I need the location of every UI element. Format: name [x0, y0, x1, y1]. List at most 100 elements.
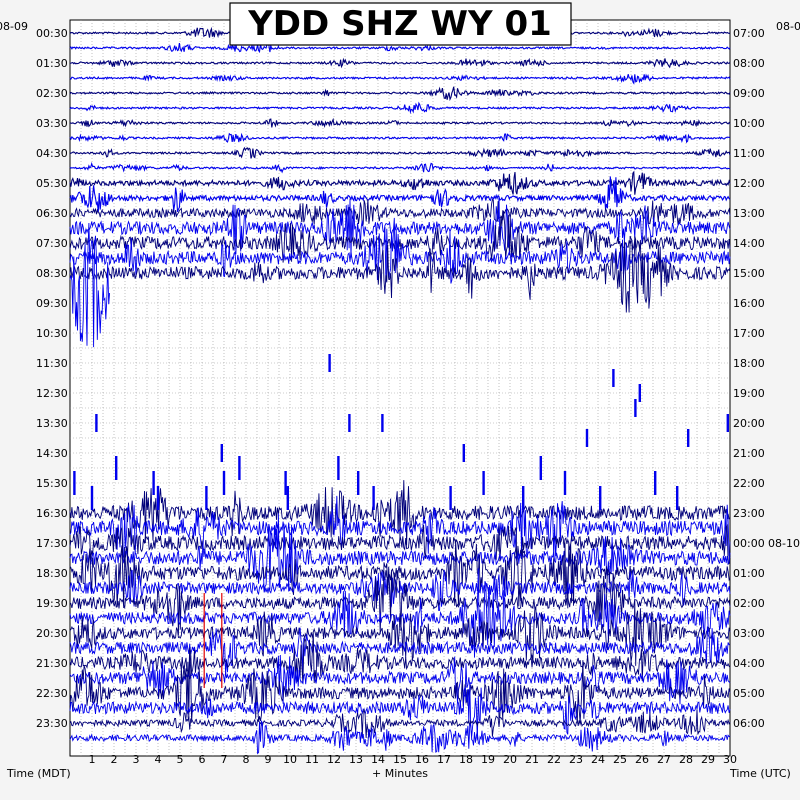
right-date-change-label: 08-10 — [768, 537, 800, 550]
x-tick-label: 12 — [327, 753, 341, 766]
right-axis-label: Time (UTC) — [729, 767, 791, 780]
right-time-label: 13:00 — [733, 207, 765, 220]
left-time-axis: 00:30 01:30 02:30 03:30 04:30 05:30 06:30 07:30… — [36, 27, 68, 730]
seismic-spike — [599, 486, 602, 510]
seismic-spike — [372, 486, 375, 510]
trace-line — [69, 146, 731, 159]
left-time-label: 19:30 — [36, 597, 68, 610]
right-time-label: 03:00 — [733, 627, 765, 640]
seismic-spike — [115, 456, 118, 480]
x-tick-label: 6 — [199, 753, 206, 766]
trace-line — [69, 101, 731, 115]
left-time-label: 23:30 — [36, 717, 68, 730]
left-time-label: 01:30 — [36, 57, 68, 70]
seismic-spike — [585, 429, 589, 447]
left-time-label: 08:30 — [36, 267, 68, 280]
seismic-spike — [612, 369, 615, 387]
x-tick-label: 2 — [111, 753, 118, 766]
trace-line — [69, 73, 731, 85]
right-time-label: 22:00 — [733, 477, 765, 490]
x-axis-label: + Minutes — [372, 767, 428, 780]
trace-line — [69, 210, 731, 263]
x-tick-label: 19 — [481, 753, 495, 766]
trace-line — [69, 539, 731, 609]
right-time-label: 08:00 — [733, 57, 765, 70]
right-time-axis: 07:00 08:00 09:00 10:00 11:00 12:00 13:00 14:00… — [733, 27, 800, 730]
right-time-label: 09:00 — [733, 87, 765, 100]
x-tick-label: 1 — [89, 753, 96, 766]
x-tick-label: 8 — [243, 753, 250, 766]
trace-line — [69, 161, 731, 174]
x-tick-label: 5 — [177, 753, 184, 766]
seismic-spike — [676, 486, 679, 510]
trace-line — [69, 132, 731, 144]
right-time-label: 16:00 — [733, 297, 765, 310]
left-time-label: 06:30 — [36, 207, 68, 220]
x-tick-label: 26 — [635, 753, 649, 766]
x-tick-label: 17 — [437, 753, 451, 766]
seismic-spike — [220, 444, 223, 462]
trace-line — [69, 57, 731, 69]
x-tick-label: 13 — [349, 753, 363, 766]
seismic-spike — [348, 414, 351, 432]
x-tick-label: 21 — [525, 753, 539, 766]
x-tick-label: 25 — [613, 753, 627, 766]
left-time-label: 10:30 — [36, 327, 68, 340]
right-time-label: 21:00 — [733, 447, 765, 460]
right-time-label: 00:00 — [733, 537, 765, 550]
x-tick-label: 18 — [459, 753, 473, 766]
trace-line — [69, 684, 731, 740]
left-time-label: 16:30 — [36, 507, 68, 520]
seismic-spike — [156, 486, 160, 510]
right-time-label: 01:00 — [733, 567, 765, 580]
seismic-spike — [90, 486, 94, 510]
seismic-traces — [69, 26, 731, 755]
left-time-label: 09:30 — [36, 297, 68, 310]
x-tick-label: 22 — [547, 753, 561, 766]
trace-line — [69, 633, 731, 684]
trace-line — [69, 562, 731, 636]
trace-line — [69, 222, 111, 348]
seismic-spike — [462, 444, 465, 462]
right-time-label: 12:00 — [733, 177, 765, 190]
trace-line — [69, 117, 731, 128]
trace-line — [69, 195, 731, 258]
left-time-label: 21:30 — [36, 657, 68, 670]
x-tick-label: 10 — [283, 753, 297, 766]
right-time-label: 18:00 — [733, 357, 765, 370]
event-picks — [203, 593, 223, 688]
left-time-label: 15:30 — [36, 477, 68, 490]
right-time-label: 14:00 — [733, 237, 765, 250]
seismic-spike — [634, 399, 637, 417]
x-tick-label: 20 — [503, 753, 517, 766]
trace-line — [69, 42, 731, 54]
right-time-label: 05:00 — [733, 687, 765, 700]
seismic-spike — [205, 486, 208, 510]
x-ticks: 1 2 3 4 5 6 7 8 9 10 11 12 13 14 15 16 17 18 19 20 21 22 23 24 2… — [89, 753, 738, 766]
left-time-label: 17:30 — [36, 537, 68, 550]
x-tick-label: 4 — [155, 753, 162, 766]
right-time-label: 23:00 — [733, 507, 765, 520]
left-time-label: 20:30 — [36, 627, 68, 640]
seismic-spike — [222, 471, 226, 495]
left-time-label: 07:30 — [36, 237, 68, 250]
seismic-spike — [522, 486, 525, 510]
left-time-label: 11:30 — [36, 357, 68, 370]
right-time-label: 10:00 — [733, 117, 765, 130]
seismic-spike — [687, 429, 690, 447]
trace-line — [69, 513, 731, 592]
x-tick-label: 14 — [371, 753, 385, 766]
trace-line — [69, 720, 731, 755]
seismic-spike — [654, 471, 657, 495]
left-time-label: 02:30 — [36, 87, 68, 100]
trace-line — [69, 653, 731, 724]
seismic-spike — [539, 456, 542, 480]
left-axis-label: Time (MDT) — [6, 767, 71, 780]
right-time-label: 04:00 — [733, 657, 765, 670]
left-time-label: 22:30 — [36, 687, 68, 700]
x-tick-label: 7 — [221, 753, 228, 766]
seismic-spike — [286, 486, 289, 510]
left-time-label: 14:30 — [36, 447, 68, 460]
trace-line — [69, 600, 731, 666]
seismic-spike — [238, 456, 241, 480]
